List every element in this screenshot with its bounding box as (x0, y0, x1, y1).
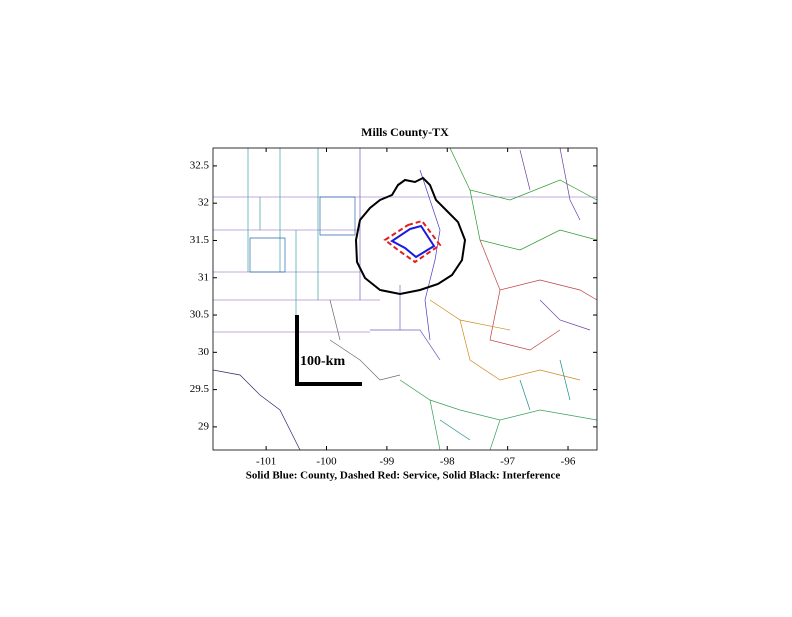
map-layer (213, 148, 597, 450)
scale-bar (295, 315, 362, 386)
interference-contour (354, 176, 467, 296)
y-tick-label: 29 (198, 420, 210, 432)
county-outline (390, 224, 436, 259)
x-tick-label: -101 (256, 456, 276, 468)
y-tick-label: 32.5 (190, 159, 210, 171)
caption: Solid Blue: County, Dashed Red: Service,… (246, 470, 561, 482)
x-tick-label: -98 (440, 456, 455, 468)
y-tick-label: 31 (198, 271, 209, 283)
y-tick-label: 29.5 (190, 383, 210, 395)
service-contour (383, 219, 442, 264)
scale-label: 100-km (300, 354, 345, 369)
plot-frame (212, 147, 598, 451)
y-tick-label: 32 (198, 197, 209, 209)
y-tick-label: 30.5 (190, 309, 210, 321)
map-title: Mills County-TX (361, 125, 449, 139)
x-tick-label: -100 (316, 456, 337, 468)
y-tick-label: 31.5 (190, 234, 210, 246)
x-tick-label: -99 (380, 456, 395, 468)
x-tick-label: -97 (500, 456, 515, 468)
county-lines (213, 148, 597, 450)
x-tick-label: -96 (561, 456, 576, 468)
y-tick-label: 30 (198, 346, 210, 358)
